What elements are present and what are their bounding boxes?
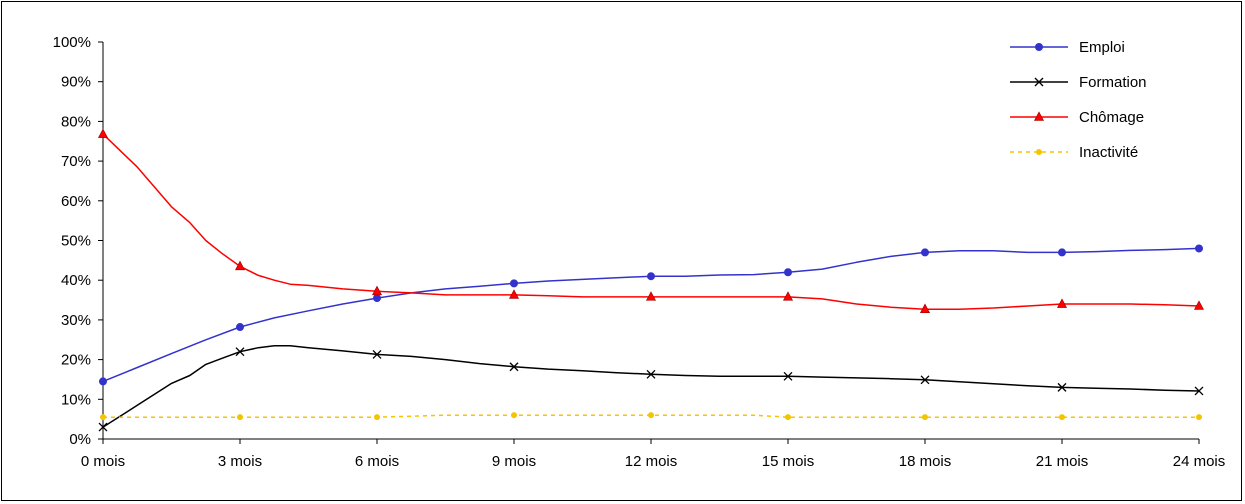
y-tick-label: 60%: [61, 193, 91, 210]
marker-stroke: [646, 369, 656, 379]
y-tick-label: 40%: [61, 272, 91, 289]
point-chomage-9: [509, 289, 519, 299]
point-inactivite-3: [237, 414, 243, 421]
x-tick-label: 9 mois: [492, 453, 536, 470]
point-emploi-18: [921, 248, 929, 257]
point-inactivite-18: [922, 414, 928, 421]
y-tick-label: 90%: [61, 74, 91, 91]
marker-stroke: [509, 362, 519, 372]
series-chomage: [98, 128, 1204, 313]
point-inactivite-9: [511, 412, 517, 419]
point-emploi-24: [1195, 244, 1203, 253]
x-tick-label: 0 mois: [81, 453, 125, 470]
x-tick-label: 6 mois: [355, 453, 399, 470]
point-emploi-9: [510, 279, 518, 288]
point-inactivite-12: [648, 412, 654, 419]
y-tick-label: 50%: [61, 233, 91, 250]
point-emploi-0: [99, 377, 107, 386]
series-emploi: [99, 244, 1203, 386]
legend-marker: [1035, 43, 1043, 51]
x-tick-label: 15 mois: [762, 453, 815, 470]
point-emploi-12: [647, 272, 655, 281]
legend-item-chomage: Chômage: [1010, 109, 1144, 126]
point-inactivite-21: [1059, 414, 1065, 421]
legend-marker: [1034, 77, 1044, 87]
point-formation-15: [783, 371, 793, 381]
x-tick-label: 18 mois: [899, 453, 952, 470]
point-formation-3: [235, 347, 245, 357]
point-formation-24: [1194, 386, 1204, 396]
series-line-emploi: [102, 247, 1200, 383]
point-emploi-15: [784, 268, 792, 277]
y-tick-label: 10%: [61, 391, 91, 408]
point-chomage-3: [235, 260, 245, 271]
legend-label: Chômage: [1079, 109, 1144, 126]
legend-marker: [1036, 149, 1042, 155]
legend-item-emploi: Emploi: [1010, 39, 1125, 56]
x-tick-label: 12 mois: [625, 453, 678, 470]
x-tick-label: 21 mois: [1036, 453, 1089, 470]
legend-label: Inactivité: [1079, 144, 1138, 161]
point-inactivite-15: [785, 414, 791, 421]
y-tick-label: 80%: [61, 113, 91, 130]
point-emploi-3: [236, 323, 244, 332]
point-emploi-21: [1058, 248, 1066, 257]
point-chomage-12: [646, 291, 656, 301]
marker-stroke: [98, 422, 108, 432]
y-tick-label: 30%: [61, 312, 91, 329]
point-emploi-6: [373, 294, 381, 303]
legend: Emploi Formation Chômage Inactivité: [1010, 39, 1147, 161]
marker-stroke: [783, 371, 793, 381]
legend-label: Formation: [1079, 74, 1147, 91]
y-tick-label: 70%: [61, 153, 91, 170]
marker-stroke: [1057, 382, 1067, 392]
x-tick-label: 3 mois: [218, 453, 262, 470]
legend-label: Emploi: [1079, 39, 1125, 56]
x-tick-label: 24 mois: [1173, 453, 1226, 470]
marker-stroke: [920, 375, 930, 385]
point-chomage-6: [372, 285, 382, 296]
y-tick-label: 0%: [69, 431, 91, 448]
point-chomage-24: [1194, 300, 1204, 310]
marker-stroke: [235, 347, 245, 357]
y-tick-label: 20%: [61, 352, 91, 369]
point-formation-6: [372, 349, 382, 359]
point-chomage-0: [98, 128, 108, 138]
point-formation-21: [1057, 382, 1067, 392]
series-layer: [98, 128, 1204, 432]
marker-stroke: [1194, 386, 1204, 396]
point-formation-9: [509, 362, 519, 372]
y-tick-label: 100%: [53, 34, 91, 51]
series-inactivite: [100, 412, 1202, 421]
legend-item-formation: Formation: [1010, 74, 1147, 91]
point-chomage-18: [920, 303, 930, 313]
marker-stroke: [372, 349, 382, 359]
point-inactivite-0: [100, 414, 106, 421]
legend-marker: [1034, 111, 1044, 121]
point-inactivite-6: [374, 414, 380, 421]
point-formation-0: [98, 422, 108, 432]
point-inactivite-24: [1196, 414, 1202, 421]
legend-item-inactivite: Inactivité: [1010, 144, 1138, 161]
series-formation: [98, 344, 1204, 432]
marker-stroke: [1034, 77, 1044, 87]
point-chomage-21: [1057, 298, 1067, 308]
series-line-inactivite: [103, 414, 1199, 418]
point-formation-18: [920, 375, 930, 385]
point-chomage-15: [783, 291, 793, 301]
point-formation-12: [646, 369, 656, 379]
axes: 0% 10% 20% 30% 40% 50% 60% 70% 80% 90% 100% 0 mois 3…: [53, 34, 1226, 470]
series-line-chomage: [102, 133, 1200, 310]
